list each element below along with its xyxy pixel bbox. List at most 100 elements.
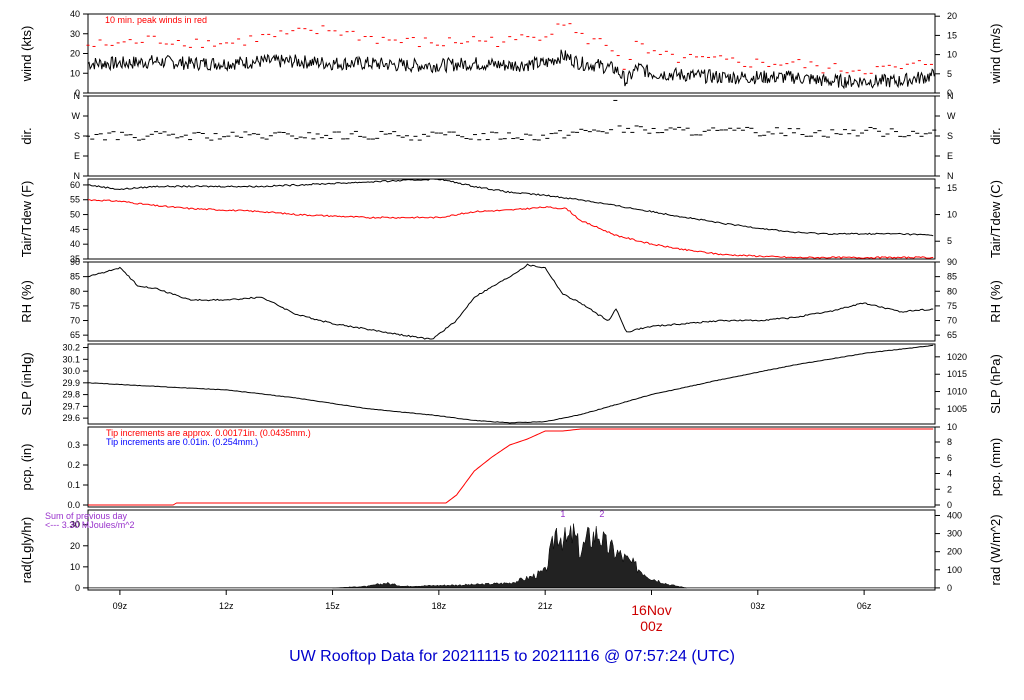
ylabel-left-wind: wind (kts) (19, 26, 34, 83)
ytick-label-right-temp: 10 (947, 210, 957, 220)
ytick-label-left-dir: W (72, 111, 81, 121)
series-line-temp-tdew (88, 199, 934, 259)
ytick-label-left-slp: 30.1 (62, 354, 80, 364)
ytick-label-left-slp: 30.0 (62, 366, 80, 376)
ylabel-right-temp: Tair/Tdew (C) (988, 180, 1003, 258)
ytick-label-left-dir: N (74, 171, 81, 181)
ytick-label-left-rad: 30 (70, 520, 80, 530)
panel-frame-rh (87, 261, 936, 342)
ylabel-left-rad: rad(Lgly/hr) (19, 517, 34, 583)
panel-frame-wind (87, 13, 936, 94)
ytick-label-left-temp: 40 (70, 239, 80, 249)
ylabel-right-pcp: pcp. (mm) (988, 438, 1003, 497)
time-tick-label: 12z (219, 601, 234, 611)
ytick-label-left-rad: 0 (75, 583, 80, 593)
ytick-label-left-rad: 20 (70, 541, 80, 551)
day-label: 16Nov (631, 602, 671, 618)
ytick-label-left-temp: 45 (70, 224, 80, 234)
panel-frame-pcp (87, 426, 936, 508)
ytick-label-left-rh: 80 (70, 286, 80, 296)
ytick-label-right-rh: 65 (947, 330, 957, 340)
ytick-label-right-rh: 70 (947, 316, 957, 326)
time-tick-label: 18z (432, 601, 447, 611)
ytick-label-left-pcp: 0.2 (67, 460, 80, 470)
ytick-label-left-rh: 70 (70, 316, 80, 326)
ytick-label-right-dir: S (947, 131, 953, 141)
ylabel-left-slp: SLP (inHg) (19, 352, 34, 415)
ytick-label-left-dir: N (74, 91, 81, 101)
note-rad-0: Sum of previous day (45, 511, 128, 521)
ytick-label-right-rad: 200 (947, 547, 962, 557)
series-line-rh (87, 263, 934, 340)
ytick-label-left-temp: 55 (70, 195, 80, 205)
day-sublabel: 00z (640, 618, 663, 634)
ytick-label-right-dir: N (947, 91, 954, 101)
ytick-label-right-rh: 80 (947, 286, 957, 296)
ytick-label-right-wind: 5 (947, 69, 952, 79)
ytick-label-left-slp: 29.8 (62, 390, 80, 400)
time-tick-label: 06z (857, 601, 872, 611)
ytick-label-right-slp: 1005 (947, 404, 967, 414)
ytick-label-left-rh: 65 (70, 330, 80, 340)
ytick-label-right-temp: 5 (947, 236, 952, 246)
ytick-label-right-wind: 15 (947, 30, 957, 40)
ytick-label-right-wind: 0 (947, 88, 952, 98)
ytick-label-left-rh: 85 (70, 272, 80, 282)
radiation-marker: 1 (560, 509, 565, 519)
ytick-label-right-wind: 10 (947, 50, 957, 60)
ytick-label-right-wind: 20 (947, 11, 957, 21)
ytick-label-right-pcp: 4 (947, 469, 952, 479)
ytick-label-left-wind: 40 (70, 9, 80, 19)
ytick-label-right-temp: 15 (947, 183, 957, 193)
ytick-label-left-rh: 90 (70, 257, 80, 267)
ytick-label-right-rad: 0 (947, 583, 952, 593)
ytick-label-left-temp: 35 (70, 254, 80, 264)
ytick-label-left-slp: 29.7 (62, 401, 80, 411)
ytick-label-left-dir: S (74, 131, 80, 141)
series-line-temp-tair (87, 178, 934, 237)
ytick-label-left-slp: 29.6 (62, 413, 80, 423)
ytick-label-left-wind: 20 (70, 49, 80, 59)
time-tick-label: 15z (325, 601, 340, 611)
panel-frame-slp (87, 343, 936, 425)
ytick-label-right-dir: N (947, 171, 954, 181)
note-wind: 10 min. peak winds in red (105, 15, 207, 25)
ytick-label-right-pcp: 6 (947, 453, 952, 463)
series-line-pcp (88, 428, 934, 506)
ytick-label-right-slp: 1010 (947, 387, 967, 397)
panel-frame-rad (87, 509, 936, 591)
ytick-label-left-pcp: 0.3 (67, 440, 80, 450)
note-rad-1: <--- 3.30 MJoules/m^2 (45, 520, 135, 530)
ylabel-left-dir: dir. (19, 127, 34, 144)
ylabel-right-slp: SLP (hPa) (988, 354, 1003, 414)
ytick-label-left-slp: 29.9 (62, 378, 80, 388)
panel-frame-temp (87, 178, 936, 260)
ylabel-left-pcp: pcp. (in) (19, 444, 34, 491)
time-tick-label: 09z (113, 601, 128, 611)
ylabel-left-temp: Tair/Tdew (F) (19, 181, 34, 258)
ylabel-right-rad: rad (W/m^2) (988, 514, 1003, 585)
ytick-label-left-slp: 30.2 (62, 343, 80, 353)
ytick-label-right-rh: 75 (947, 301, 957, 311)
ytick-label-right-rad: 400 (947, 510, 962, 520)
ytick-label-right-rh: 85 (947, 272, 957, 282)
ytick-label-right-dir: E (947, 151, 953, 161)
radiation-area (332, 523, 687, 589)
ytick-label-right-rad: 300 (947, 529, 962, 539)
ylabel-right-rh: RH (%) (988, 280, 1003, 323)
ytick-label-right-pcp: 0 (947, 500, 952, 510)
ytick-label-left-wind: 10 (70, 68, 80, 78)
series-line-slp (87, 344, 934, 424)
ytick-label-left-pcp: 0.1 (67, 480, 80, 490)
ytick-label-left-pcp: 0.0 (67, 500, 80, 510)
ytick-label-right-slp: 1020 (947, 352, 967, 362)
ytick-label-right-dir: W (947, 111, 956, 121)
time-tick-label: 21z (538, 601, 553, 611)
ytick-label-left-rad: 10 (70, 562, 80, 572)
ytick-label-left-rh: 75 (70, 301, 80, 311)
ylabel-left-rh: RH (%) (19, 280, 34, 323)
ytick-label-left-wind: 30 (70, 29, 80, 39)
ytick-label-right-pcp: 2 (947, 484, 952, 494)
